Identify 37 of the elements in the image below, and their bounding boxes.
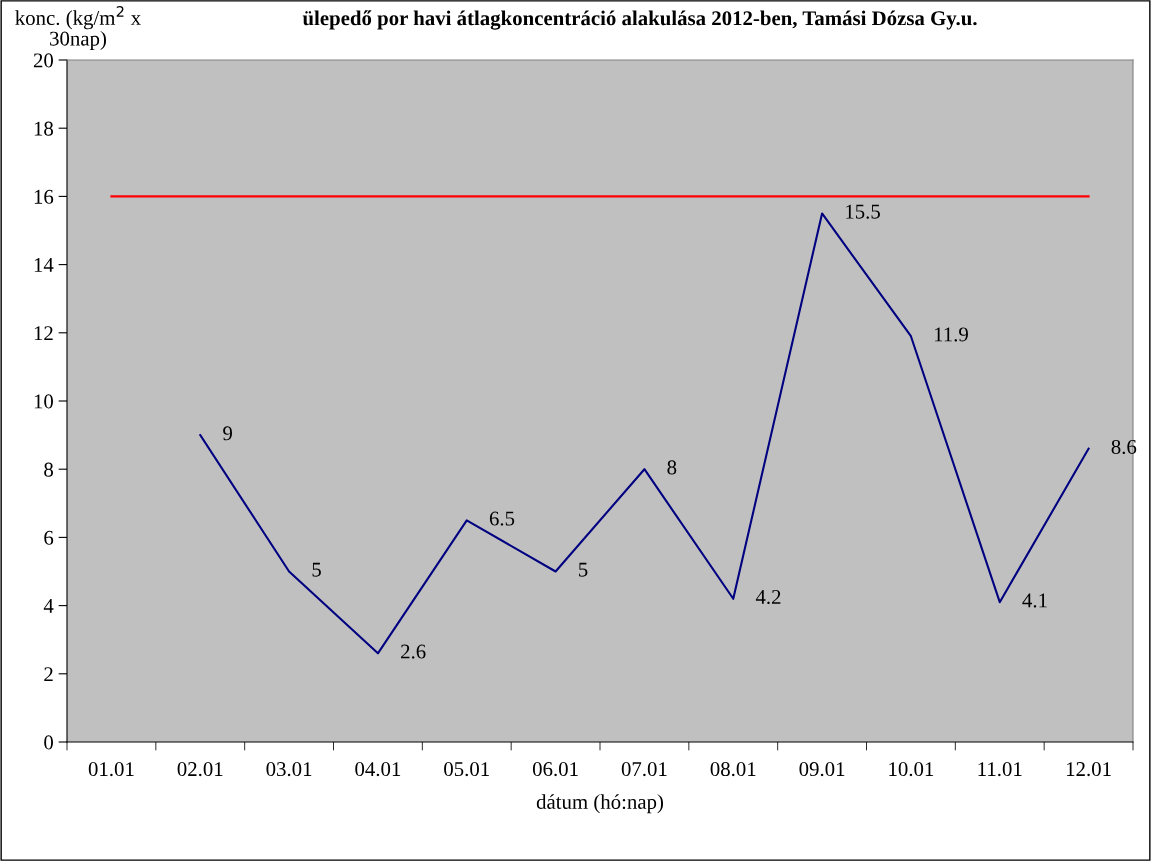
x-tick-label: 08.01: [710, 762, 756, 777]
data-label: 8.6: [1111, 439, 1137, 455]
x-tick-label: 05.01: [444, 762, 489, 777]
y-tick-label: 20: [33, 53, 54, 68]
x-tick-label: 09.01: [799, 762, 845, 777]
data-label: 15.5: [846, 204, 880, 219]
data-label: 2.6: [401, 644, 426, 659]
x-axis-title: dátum (hó:nap): [536, 794, 664, 814]
y-tick-label: 8: [44, 462, 54, 477]
y-tick-label: 10: [34, 394, 54, 409]
y-tick-label: 4: [43, 599, 54, 613]
data-label: 6.5: [489, 511, 515, 526]
x-tick-label: 06.01: [532, 762, 578, 777]
data-label: 8: [667, 460, 677, 475]
y-tick-label: 0: [44, 735, 54, 750]
y-tick-label: 12: [34, 326, 53, 341]
data-label: 4.1: [1022, 593, 1047, 608]
data-label: 5: [312, 562, 321, 577]
data-label: 5: [579, 562, 588, 577]
y-tick-label: 6: [44, 530, 54, 545]
x-tick-label: 11.01: [978, 762, 1022, 777]
y-tick-label: 14: [34, 258, 54, 272]
data-label: 4.2: [755, 589, 781, 605]
x-tick-label: 03.01: [266, 762, 312, 777]
x-tick-label: 07.01: [621, 762, 667, 777]
chart-title: ülepedő por havi átlagkoncentráció alakulása 2012-ben, Tamási Dózsa Gy.u.: [302, 10, 977, 30]
y-tick-label: 2: [44, 667, 53, 682]
x-tick-label: 02.01: [177, 762, 223, 777]
y-tick-label: 18: [34, 121, 54, 136]
data-label: 9: [223, 426, 233, 441]
x-tick-label: 10.01: [889, 762, 934, 777]
x-tick-label: 12.01: [1066, 762, 1111, 777]
x-tick-label: 04.01: [355, 762, 401, 777]
x-tick-label: 01.01: [88, 762, 134, 777]
text: konc. (kg/m$^{2}$ x 30nap): [15, 6, 141, 50]
y-tick-label: 16: [34, 189, 54, 204]
data-label: 11.9: [934, 327, 968, 342]
